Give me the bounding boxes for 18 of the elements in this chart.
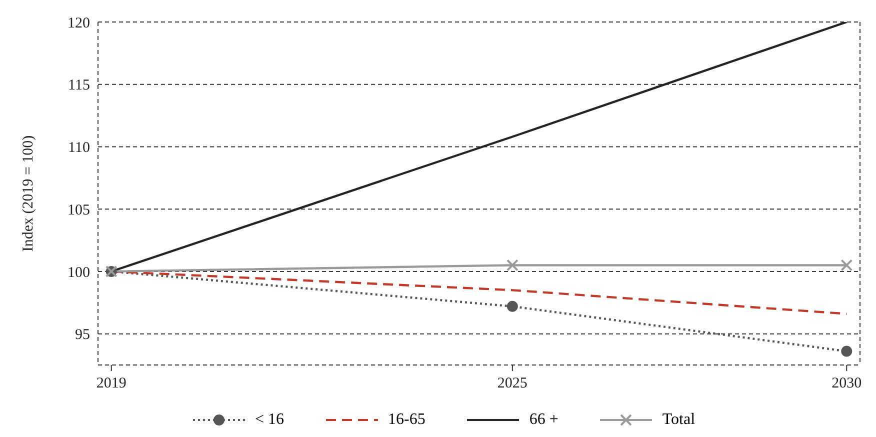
y-tick-label: 100 xyxy=(68,264,90,281)
legend-label: Total xyxy=(662,411,696,429)
y-tick-label: 105 xyxy=(68,202,90,218)
y-tick-label: 110 xyxy=(68,140,90,156)
y-tick-label: 95 xyxy=(75,327,90,344)
y-tick-label: 120 xyxy=(68,15,90,32)
x-tick-label: 2019 xyxy=(96,376,126,392)
legend-label: < 16 xyxy=(254,411,284,429)
legend-label: 66 + xyxy=(529,411,558,429)
point xyxy=(840,259,853,272)
x-tick-label: 2025 xyxy=(497,376,528,392)
y-axis-title: Index (2019 = 100) xyxy=(20,135,36,252)
point xyxy=(841,346,852,357)
point xyxy=(506,259,518,272)
y-tick-label: 115 xyxy=(68,78,90,94)
x-tick-label: 2030 xyxy=(832,376,862,392)
legend-label: 16-65 xyxy=(388,411,426,429)
point xyxy=(506,300,518,312)
